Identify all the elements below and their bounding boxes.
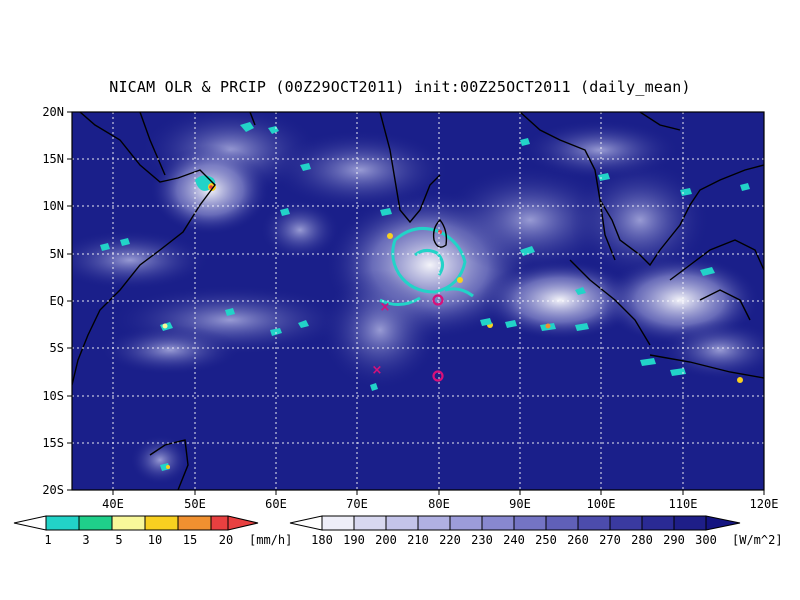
olr-colorbar-label: 230 [471,533,493,547]
lat-tick-label: EQ [50,294,64,308]
x-marker: × [380,300,391,315]
precip-colorbar-label: 10 [148,533,162,547]
precip-colorbar-label: 5 [115,533,122,547]
lon-tick-label: 100E [587,497,616,511]
lat-tick-label: 20S [42,483,64,497]
olr-colorbar-label: 220 [439,533,461,547]
olr-colorbar-label: 180 [311,533,333,547]
olr-colorbar-label: 290 [663,533,685,547]
olr-field [72,112,764,490]
olr-colorbar [289,515,741,531]
lon-tick-label: 50E [184,497,206,511]
olr-colorbar-label: 270 [599,533,621,547]
lon-tick-label: 90E [509,497,531,511]
precip-speckles [100,122,750,471]
olr-colorbar-label: 260 [567,533,589,547]
olr-colorbar-label: 250 [535,533,557,547]
lon-tick-label: 80E [428,497,450,511]
precip-colorbar-label: 3 [82,533,89,547]
map-title: NICAM OLR & PRCIP (00Z29OCT2011) init:00… [109,78,691,96]
lat-tick-label: 10N [42,199,64,213]
lon-tick-label: 60E [265,497,287,511]
precip-colorbar [13,515,259,531]
map-grid [72,112,764,490]
lon-tick-label: 120E [750,497,779,511]
lon-tick-label: 40E [102,497,124,511]
o-marker [432,294,444,306]
storm-markers: × × [372,294,444,382]
lat-tick-label: 15S [42,436,64,450]
lat-tick-label: 20N [42,105,64,119]
precip-colorbar-label: 1 [44,533,51,547]
olr-colorbar-labels: 180 190 200 210 220 230 240 250 260 270 … [311,533,782,547]
lat-tick-label: 5N [50,247,64,261]
coastlines [72,112,764,490]
x-marker: × [372,363,383,378]
precip-colorbar-label: 20 [219,533,233,547]
precip-colorbar-label: 15 [183,533,197,547]
olr-colorbar-unit: [W/m^2] [732,533,783,547]
precip-colorbar-unit: [mm/h] [249,533,292,547]
olr-colorbar-label: 300 [695,533,717,547]
lon-tick-label: 110E [669,497,698,511]
lat-tick-labels: 20N 15N 10N 5N EQ 5S 10S 15S 20S [42,105,64,497]
lon-tick-labels: 40E 50E 60E 70E 80E 90E 100E 110E 120E [102,497,778,511]
olr-colorbar-label: 210 [407,533,429,547]
olr-colorbar-label: 190 [343,533,365,547]
lat-tick-label: 15N [42,152,64,166]
olr-colorbar-label: 240 [503,533,525,547]
precip-colorbar-labels: 1 3 5 10 15 20 [mm/h] [44,533,292,547]
axis-ticks [67,111,765,495]
lat-tick-label: 5S [50,341,64,355]
olr-colorbar-label: 280 [631,533,653,547]
lon-tick-label: 70E [346,497,368,511]
o-marker [432,370,444,382]
olr-colorbar-label: 200 [375,533,397,547]
lat-tick-label: 10S [42,389,64,403]
